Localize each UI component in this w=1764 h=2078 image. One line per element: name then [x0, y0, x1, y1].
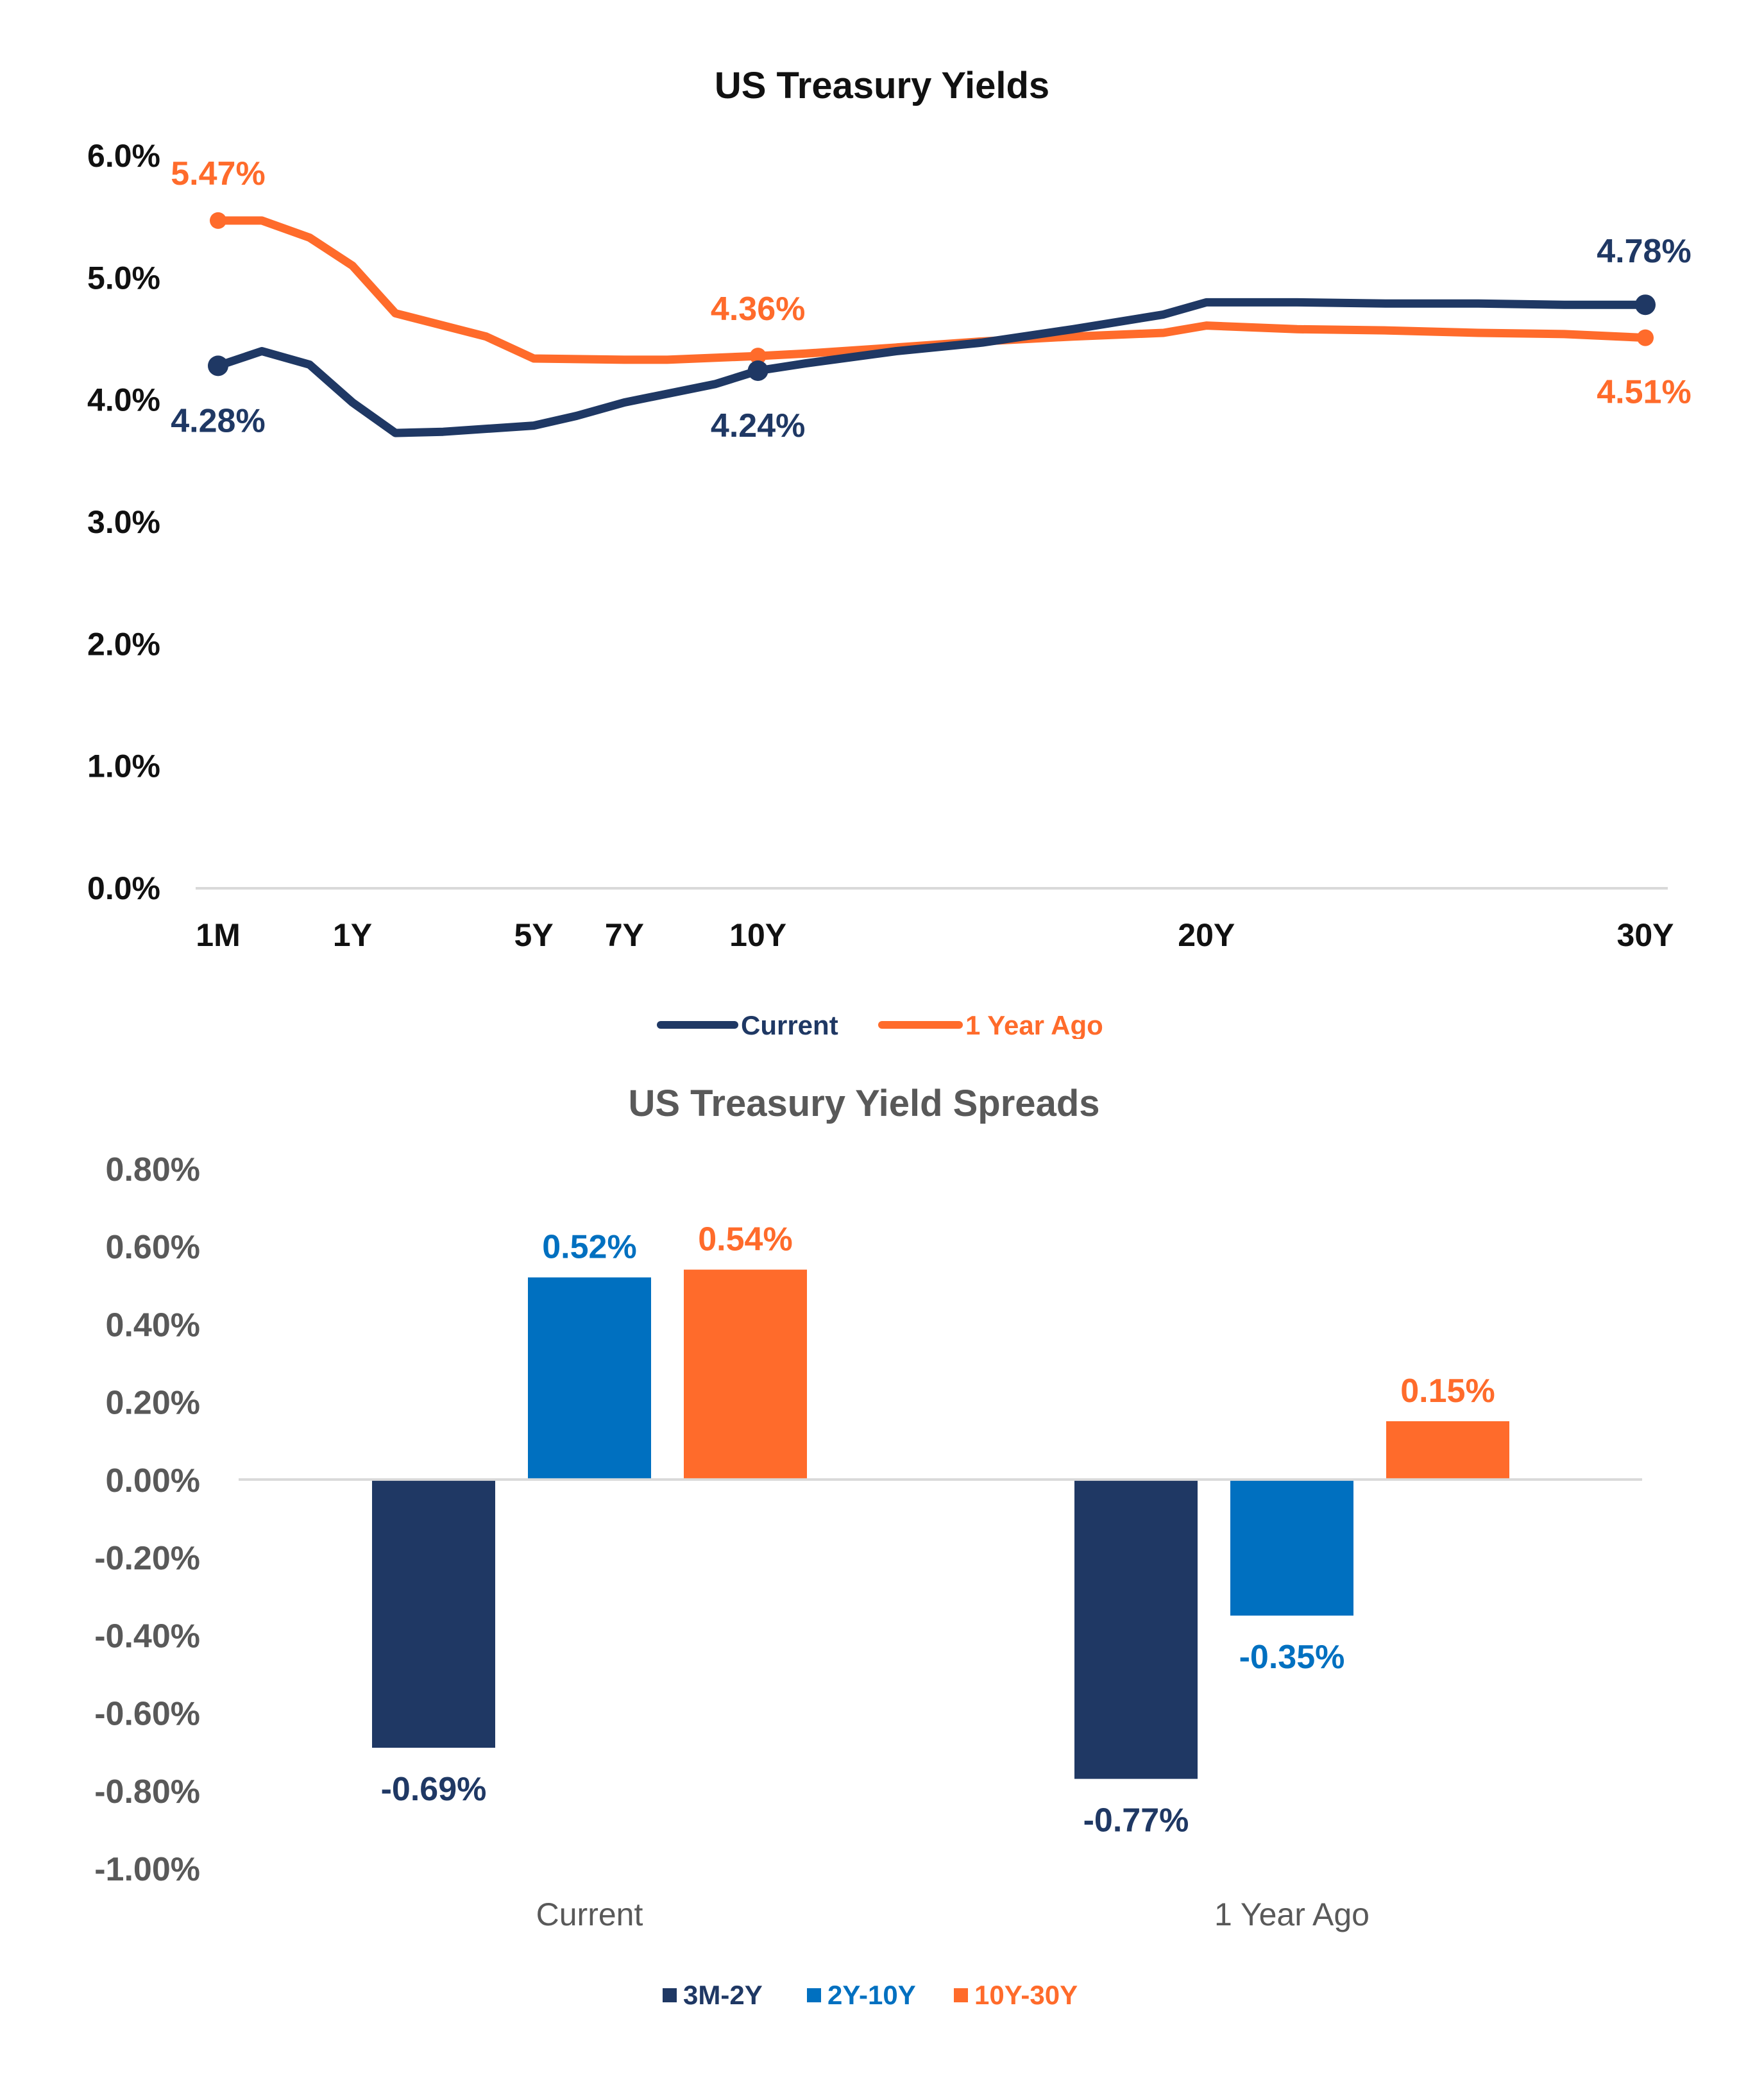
bar-data-label: 0.52%	[542, 1229, 636, 1266]
legend-swatch	[807, 1988, 821, 2002]
data-point-1-year-ago	[210, 212, 226, 229]
spreads-y-tick-label: -0.80%	[94, 1773, 200, 1811]
data-label-1-year-ago: 5.47%	[171, 155, 265, 192]
yields-x-tick-label: 30Y	[1617, 917, 1674, 953]
yields-x-tick-label: 20Y	[1178, 917, 1235, 953]
spreads-y-tick-label: -0.40%	[94, 1618, 200, 1655]
yields-chart-title: US Treasury Yields	[715, 65, 1049, 106]
yields-x-tick-label: 10Y	[729, 917, 786, 953]
legend-item-1-year-ago: 1 Year Ago	[878, 1010, 1103, 1039]
legend-label: 10Y-30Y	[974, 1980, 1078, 2010]
series-line-1-year-ago	[214, 216, 1650, 364]
legend-label: 3M-2Y	[683, 1980, 763, 2010]
yields-x-tick-label: 1M	[196, 917, 240, 953]
spreads-y-tick-label: 0.60%	[106, 1229, 200, 1266]
yields-y-tick-label: 5.0%	[87, 260, 160, 296]
yields-y-tick-label: 0.0%	[87, 870, 160, 906]
yields-x-tick-label: 5Y	[514, 917, 554, 953]
legend-label: Current	[741, 1010, 838, 1039]
data-label-current: 4.78%	[1597, 233, 1691, 270]
yields-y-tick-label: 2.0%	[87, 626, 160, 662]
yields-legend: Current 1 Year Ago	[657, 1010, 1103, 1039]
data-point-1-year-ago	[1637, 329, 1654, 346]
legend-item-3m-2y: 3M-2Y	[663, 1980, 763, 2010]
bar-3m-2y-1-year-ago	[1074, 1479, 1198, 1779]
legend-item-current: Current	[657, 1010, 838, 1039]
yields-y-tick-label: 4.0%	[87, 382, 160, 418]
yields-y-tick-label: 3.0%	[87, 504, 160, 540]
legend-swatch	[954, 1988, 968, 2002]
spreads-y-tick-label: 0.20%	[106, 1385, 200, 1422]
data-point-current	[747, 360, 768, 381]
bar-2y-10y-current	[528, 1277, 651, 1480]
category-label: 1 Year Ago	[1214, 1896, 1370, 1932]
yields-x-tick-label: 1Y	[333, 917, 372, 953]
bar-data-label: -0.35%	[1239, 1639, 1345, 1676]
bar-3m-2y-current	[372, 1479, 495, 1748]
legend-swatch	[663, 1988, 677, 2002]
data-point-1-year-ago	[749, 348, 767, 365]
bar-data-label: 0.15%	[1400, 1373, 1495, 1410]
spreads-y-tick-label: 0.40%	[106, 1306, 200, 1344]
spreads-y-tick-label: -0.20%	[94, 1540, 200, 1577]
yields-x-tick-label: 7Y	[605, 917, 644, 953]
yields-y-tick-label: 1.0%	[87, 748, 160, 784]
spreads-y-tick-label: 0.80%	[106, 1151, 200, 1188]
data-label-current: 4.28%	[171, 402, 265, 439]
spreads-chart-title: US Treasury Yield Spreads	[628, 1083, 1099, 1124]
legend-label: 2Y-10Y	[827, 1980, 916, 2010]
series-line-current	[214, 298, 1650, 437]
bar-10y-30y-1-year-ago	[1386, 1421, 1509, 1480]
legend-item-10y-30y: 10Y-30Y	[954, 1980, 1078, 2010]
category-label: Current	[536, 1896, 643, 1932]
legend-item-2y-10y: 2Y-10Y	[807, 1980, 916, 2010]
spreads-legend: 3M-2Y 2Y-10Y 10Y-30Y	[663, 1980, 1078, 2010]
spreads-y-tick-label: -0.60%	[94, 1696, 200, 1733]
legend-label: 1 Year Ago	[965, 1010, 1103, 1039]
yields-line-chart: US Treasury Yields 0.0% 1.0% 2.0% 3.0% 4.0% 5…	[87, 65, 1692, 1039]
bar-2y-10y-1-year-ago	[1230, 1479, 1353, 1616]
data-label-current: 4.24%	[711, 407, 805, 444]
bar-10y-30y-current	[684, 1269, 807, 1480]
data-label-1-year-ago: 4.51%	[1597, 374, 1691, 411]
bar-data-label: -0.77%	[1083, 1802, 1189, 1839]
spreads-y-tick-label: 0.00%	[106, 1462, 200, 1499]
yields-y-tick-label: 6.0%	[87, 138, 160, 174]
spreads-bar-chart: US Treasury Yield Spreads -1.00% -0.80% -0…	[94, 1083, 1642, 2010]
data-label-1-year-ago: 4.36%	[711, 291, 805, 328]
data-point-current	[208, 355, 228, 376]
data-point-current	[1635, 294, 1656, 316]
bar-data-label: -0.69%	[381, 1771, 487, 1808]
spreads-y-tick-label: -1.00%	[94, 1851, 200, 1888]
bar-data-label: 0.54%	[698, 1221, 792, 1258]
